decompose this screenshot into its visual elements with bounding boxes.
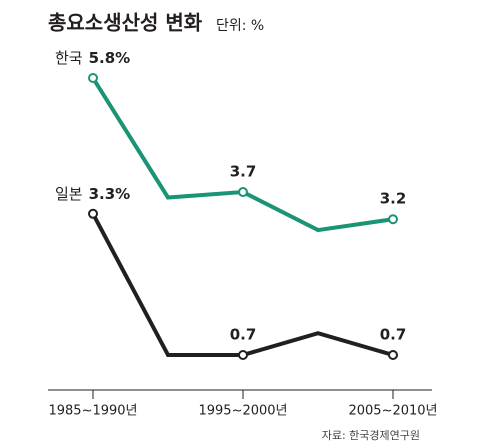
value-label: 3.3% <box>89 184 131 202</box>
point-marker <box>388 349 398 360</box>
source: 자료: 한국경제연구원 <box>322 429 420 442</box>
value-label: 0.7 <box>380 325 407 343</box>
unit-label: 단위: % <box>216 18 264 34</box>
x-tick-label: 1985~1990년 <box>48 404 137 419</box>
point-marker <box>88 73 98 84</box>
value-label: 5.8% <box>89 49 131 67</box>
series-line <box>91 76 394 233</box>
value-label: 0.7 <box>230 325 257 343</box>
value-label: 3.7 <box>230 163 257 181</box>
series-label: 일본 3.3% <box>55 184 130 202</box>
point-marker <box>238 349 248 360</box>
x-tick-label: 2005~2010년 <box>348 404 437 419</box>
point-marker <box>388 214 398 225</box>
series-name: 일본 <box>55 184 83 202</box>
value-label: 3.2 <box>380 190 407 208</box>
chart-title: 총요소생산성 변화 <box>48 11 203 35</box>
point-marker <box>238 187 248 198</box>
point-marker <box>88 208 98 219</box>
x-tick-label: 1995~2000년 <box>198 404 287 419</box>
series-name: 한국 <box>55 49 83 67</box>
series-label: 한국 5.8% <box>55 49 130 67</box>
